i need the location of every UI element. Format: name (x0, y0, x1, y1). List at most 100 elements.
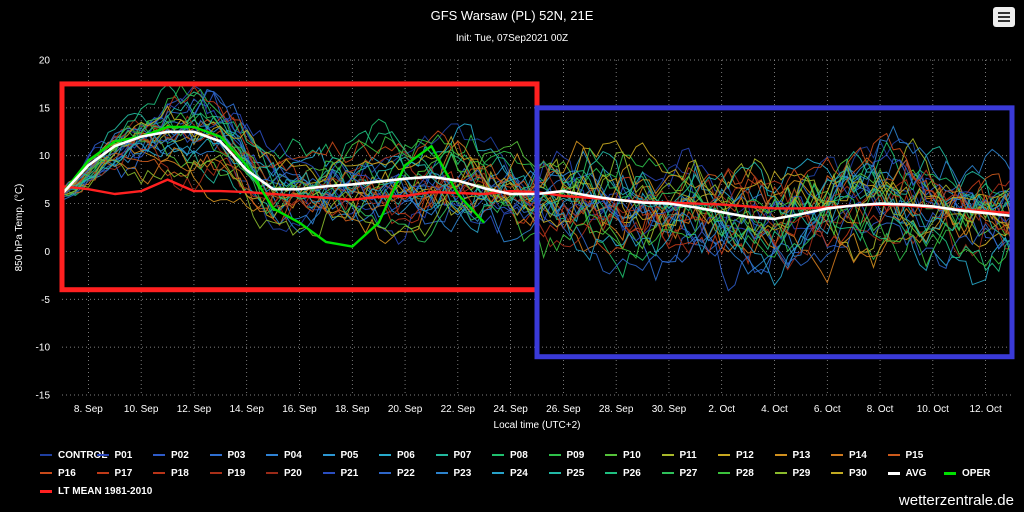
x-tick-label: 22. Sep (441, 404, 476, 415)
legend-item-p04[interactable]: P04 (266, 446, 302, 464)
menu-icon[interactable] (993, 7, 1015, 27)
legend-item-p19[interactable]: P19 (209, 464, 246, 482)
legend-item-p06[interactable]: P06 (379, 446, 415, 464)
legend-swatch (209, 454, 222, 456)
legend-swatch (831, 472, 843, 474)
legend-label: OPER (962, 467, 991, 479)
legend-label: P28 (736, 467, 754, 479)
legend-swatch (887, 471, 900, 475)
legend-item-oper[interactable]: OPER (944, 464, 990, 482)
legend-swatch (831, 454, 843, 456)
legend-item-p07[interactable]: P07 (435, 446, 472, 464)
legend-item-p24[interactable]: P24 (492, 464, 528, 482)
legend-label: P06 (397, 449, 415, 461)
legend-label: P24 (510, 467, 528, 479)
legend-item-p01[interactable]: P01 (96, 446, 132, 464)
x-tick-label: 6. Oct (814, 404, 841, 415)
y-axis-title: 850 hPa Temp. (°C) (14, 184, 25, 272)
legend-item-p30[interactable]: P30 (831, 464, 867, 482)
legend-label: P21 (340, 467, 359, 479)
highlight-boxes (59, 81, 1015, 360)
legend-swatch (435, 454, 448, 456)
legend-item-p18[interactable]: P18 (153, 464, 189, 482)
legend-label: P05 (340, 449, 359, 461)
legend-label: P04 (284, 449, 302, 461)
legend-swatch (492, 454, 504, 456)
legend-swatch (153, 472, 165, 474)
legend-swatch (322, 454, 335, 456)
legend-swatch (774, 472, 787, 474)
legend-item-p23[interactable]: P23 (435, 464, 472, 482)
legend-label: P11 (679, 449, 697, 461)
legend-item-p12[interactable]: P12 (718, 446, 754, 464)
legend-label: P09 (566, 449, 585, 461)
legend-row: P16 P17 P18 P19 P20 P21 P22 P23 P24 P25 P26 P27 P28 P… (40, 464, 1000, 482)
x-tick-label: 28. Sep (599, 404, 634, 415)
legend-swatch (96, 472, 109, 474)
legend-swatch (266, 472, 278, 474)
y-tick-label: 5 (44, 199, 50, 210)
legend-item-avg[interactable]: AVG (887, 464, 926, 482)
legend-swatch (605, 472, 617, 474)
legend-item-p29[interactable]: P29 (774, 464, 810, 482)
y-tick-label: 20 (39, 56, 51, 67)
legend-swatch (548, 454, 561, 456)
legend-item-p08[interactable]: P08 (492, 446, 528, 464)
legend-item-p25[interactable]: P25 (548, 464, 584, 482)
legend-swatch (718, 472, 730, 474)
legend-item-p10[interactable]: P10 (605, 446, 641, 464)
chart-axes: -15 -10 -5 0 5 10 15 20 8. Sep 10. Sep 12. Sep 14. … (14, 56, 1002, 432)
legend-item-p15[interactable]: P15 (887, 446, 924, 464)
legend-swatch (40, 454, 52, 456)
legend-swatch (548, 472, 561, 474)
legend-label: CONTROL (58, 449, 108, 461)
credits-link[interactable]: wetterzentrale.de (898, 492, 1014, 509)
legend-label: P23 (453, 467, 472, 479)
legend-item-p05[interactable]: P05 (322, 446, 359, 464)
legend-swatch (944, 471, 956, 475)
x-tick-label: 2. Oct (708, 404, 735, 415)
y-tick-label: 15 (39, 103, 51, 114)
x-tick-label: 12. Sep (177, 404, 212, 415)
legend-swatch (40, 472, 52, 474)
legend-label: P27 (679, 467, 698, 479)
legend-item-p11[interactable]: P11 (661, 446, 697, 464)
legend-label: P07 (453, 449, 472, 461)
x-tick-label: 20. Sep (388, 404, 423, 415)
legend-item-p03[interactable]: P03 (209, 446, 246, 464)
x-tick-label: 12. Oct (969, 404, 1001, 415)
legend-item-p21[interactable]: P21 (322, 464, 359, 482)
legend-swatch (661, 472, 674, 474)
legend-label: P19 (227, 467, 246, 479)
x-tick-label: 14. Sep (229, 404, 264, 415)
series-line-oper (61, 125, 486, 248)
legend-item-p27[interactable]: P27 (661, 464, 698, 482)
legend-item-p09[interactable]: P09 (548, 446, 585, 464)
legend-label: P26 (623, 467, 641, 479)
legend-item-p22[interactable]: P22 (379, 464, 415, 482)
chart-title: GFS Warsaw (PL) 52N, 21E (430, 8, 594, 23)
legend-item-p20[interactable]: P20 (266, 464, 302, 482)
x-tick-label: 8. Oct (867, 404, 894, 415)
legend-label: P15 (905, 449, 924, 461)
x-tick-label: 26. Sep (546, 404, 581, 415)
legend-item-lt-mean-1981-2010[interactable]: LT MEAN 1981-2010 (40, 482, 152, 500)
legend-swatch (96, 454, 109, 456)
legend-item-p14[interactable]: P14 (831, 446, 867, 464)
legend-item-p26[interactable]: P26 (605, 464, 641, 482)
legend-item-p17[interactable]: P17 (96, 464, 132, 482)
legend-label: P03 (227, 449, 246, 461)
legend-item-p16[interactable]: P16 (40, 464, 76, 482)
legend-swatch (718, 454, 730, 456)
legend-label: P12 (736, 449, 754, 461)
legend-label: P16 (58, 467, 76, 479)
legend-item-control[interactable]: CONTROL (40, 446, 107, 464)
x-tick-label: 30. Sep (652, 404, 687, 415)
x-tick-label: 24. Sep (493, 404, 528, 415)
legend-item-p13[interactable]: P13 (774, 446, 810, 464)
legend-item-p28[interactable]: P28 (718, 464, 754, 482)
chart-canvas: -15 -10 -5 0 5 10 15 20 8. Sep 10. Sep 12. Sep 14. … (14, 56, 1015, 432)
chart-subtitle: Init: Tue, 07Sep2021 00Z (455, 33, 569, 44)
legend-item-p02[interactable]: P02 (153, 446, 189, 464)
legend-swatch (153, 454, 165, 456)
